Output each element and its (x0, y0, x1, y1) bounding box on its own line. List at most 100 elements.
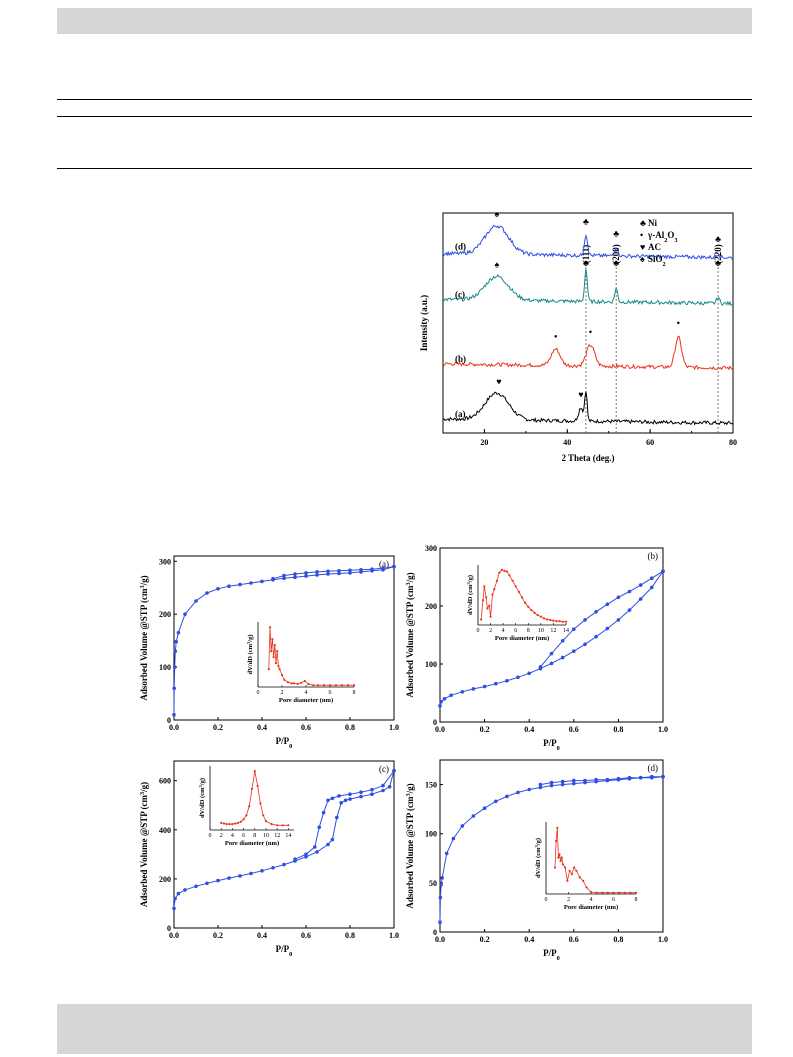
x-axis-label: 2 Theta (deg.) (561, 453, 614, 463)
isotherm-point (326, 842, 330, 847)
inset-point (346, 684, 350, 687)
isotherm-point (216, 878, 220, 883)
inset-point (612, 891, 615, 894)
peak-marker: • (677, 318, 680, 328)
x-tick-label: 0.8 (345, 723, 355, 732)
inset-point (280, 673, 284, 677)
inset-point (561, 620, 564, 623)
isotherm-point (538, 782, 543, 787)
isotherm-point (339, 801, 343, 805)
isotherm-point (326, 569, 330, 574)
inset-x-tick-label: 8 (253, 833, 256, 839)
inset-x-tick-label: 2 (281, 690, 284, 696)
inset-point (234, 822, 237, 825)
y-tick-label: 150 (425, 781, 437, 790)
bet-isotherm-b: 0.0 0.2 0.4 0.6 0.8 1.00100200300P/P0Adsorbed… (405, 544, 669, 752)
isotherm-point (337, 571, 341, 576)
y-tick-label: 600 (159, 777, 171, 786)
inset-x-tick-label: 6 (514, 628, 517, 634)
inset-point (493, 588, 496, 591)
isotherm-point (616, 595, 621, 600)
panel-label: (d) (648, 763, 659, 773)
isotherm-point (471, 814, 476, 818)
ni-marker: ♣ (715, 258, 721, 268)
isotherm-point (238, 582, 242, 587)
peak-marker: • (554, 331, 557, 341)
inset-point (236, 821, 240, 824)
isotherm-point (460, 824, 465, 828)
isotherm-point (176, 891, 181, 896)
inset-point (222, 822, 226, 825)
inset-point (264, 820, 268, 823)
legend-label: AC (648, 242, 661, 252)
isotherm-point (313, 845, 317, 849)
inset-point (589, 890, 593, 894)
x-tick-label: 0.8 (613, 725, 623, 734)
y-tick-label: 100 (425, 830, 437, 839)
inset-point (552, 619, 555, 622)
inset-x-tick-label: 4 (305, 690, 308, 696)
inset-x-label: Pore diameter (nm) (564, 904, 618, 911)
inset-point (273, 644, 276, 647)
inset-point (606, 891, 609, 894)
isotherm-point (172, 686, 176, 691)
isotherm-point (205, 591, 209, 595)
peak-marker: • (589, 327, 592, 337)
isotherm-point (387, 785, 392, 789)
inset-point (334, 684, 338, 687)
isotherm-point (315, 570, 319, 574)
isotherm-point (194, 599, 198, 603)
y-tick-label: 400 (159, 826, 171, 835)
x-tick-label: 0.2 (213, 723, 223, 732)
isotherm-point (293, 857, 297, 861)
isotherm-point (505, 679, 509, 683)
y-tick-label: 100 (159, 663, 171, 672)
ni-marker: ♣ (583, 258, 589, 268)
isotherm-point (174, 639, 178, 644)
isotherm-point (616, 618, 621, 622)
isotherm-point (638, 775, 643, 780)
inset-point (527, 605, 530, 608)
isotherm-point (627, 608, 632, 612)
panel-label: (c) (379, 764, 389, 774)
x-tick-label: 80 (729, 438, 737, 447)
inset-point (514, 585, 517, 588)
isotherm-point (381, 788, 385, 793)
isotherm-point (293, 572, 297, 576)
isotherm-point (330, 796, 335, 801)
isotherm-point (335, 815, 339, 820)
inset-point (557, 856, 560, 859)
isotherm-point (583, 642, 587, 647)
isotherm-point (183, 888, 187, 892)
inset-x-tick-label: 12 (550, 628, 556, 634)
xrd-series-line (442, 224, 734, 260)
inset-point (491, 593, 494, 596)
isotherm-point (439, 699, 443, 704)
isotherm-point (538, 785, 543, 790)
y-tick-label: 50 (429, 879, 437, 888)
x-tick-label: 20 (480, 438, 488, 447)
inset-point (503, 569, 506, 572)
isotherm-point (527, 671, 531, 676)
inset-point (558, 853, 561, 856)
inset-point (262, 814, 265, 817)
y-tick-label: 100 (425, 660, 437, 669)
top-rule-1 (57, 99, 752, 100)
isotherm-point (293, 575, 297, 579)
inset-point (300, 681, 303, 684)
plot-frame (173, 760, 395, 929)
inset-x-tick-label: 6 (612, 897, 615, 903)
bet-isotherm-d: 0.0 0.2 0.4 0.6 0.8 1.0 0 50 100 150 P/P0 Adsorbed … (405, 759, 668, 962)
inset-point (564, 620, 568, 623)
isotherm-point (381, 783, 385, 788)
xrd-series-line (442, 335, 734, 371)
inset-point (352, 684, 356, 687)
inset-point (508, 574, 511, 577)
inset-point (568, 869, 571, 872)
inset-point (585, 886, 588, 889)
peak-marker: ♠ (494, 259, 499, 269)
inset-point (328, 684, 332, 687)
inset-line (221, 771, 289, 826)
inset-point (278, 668, 281, 671)
inset-point (250, 787, 254, 790)
